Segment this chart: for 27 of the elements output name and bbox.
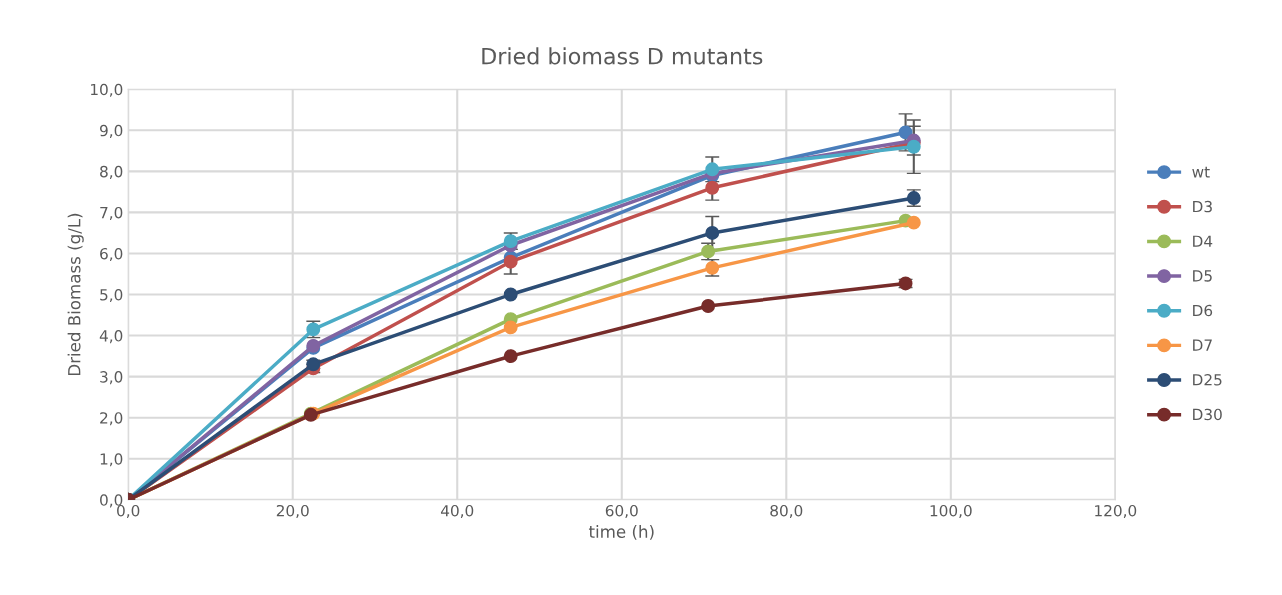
x-tick-label: 120,0 xyxy=(1095,504,1137,519)
y-tick-label: 2,0 xyxy=(100,412,123,426)
y-tick-label: 4,0 xyxy=(99,330,123,344)
legend-label: D25 xyxy=(1193,374,1222,386)
chart-title: Dried biomass D mutants xyxy=(482,47,763,65)
y-axis-title: Dried Biomass (g/L) xyxy=(67,213,84,376)
x-tick-label: 60,0 xyxy=(605,504,638,519)
y-tick-label: 3,0 xyxy=(100,371,123,385)
legend-label: D4 xyxy=(1193,235,1213,247)
y-tick-label: 8,0 xyxy=(100,165,123,179)
legend-label: D30 xyxy=(1193,408,1222,421)
x-tick-label: 20,0 xyxy=(276,504,309,519)
x-tick-label: 40,0 xyxy=(440,504,474,519)
y-tick-label: 9,0 xyxy=(100,124,123,138)
legend-label: D5 xyxy=(1193,270,1212,282)
x-tick-label: 100,0 xyxy=(930,504,972,519)
y-tick-label: 7,0 xyxy=(100,206,123,220)
x-tick-label: 80,0 xyxy=(770,504,803,519)
legend-label: wt xyxy=(1192,166,1210,178)
y-tick-label: 5,0 xyxy=(100,288,123,303)
legend-label: D6 xyxy=(1193,304,1213,317)
x-axis-title: time (h) xyxy=(588,525,654,540)
y-tick-label: 10,0 xyxy=(91,83,123,97)
legend-label: D7 xyxy=(1193,339,1212,351)
y-tick-label: 6,0 xyxy=(100,247,123,262)
legend-label: D3 xyxy=(1193,200,1212,213)
y-tick-label: 1,0 xyxy=(100,453,123,467)
